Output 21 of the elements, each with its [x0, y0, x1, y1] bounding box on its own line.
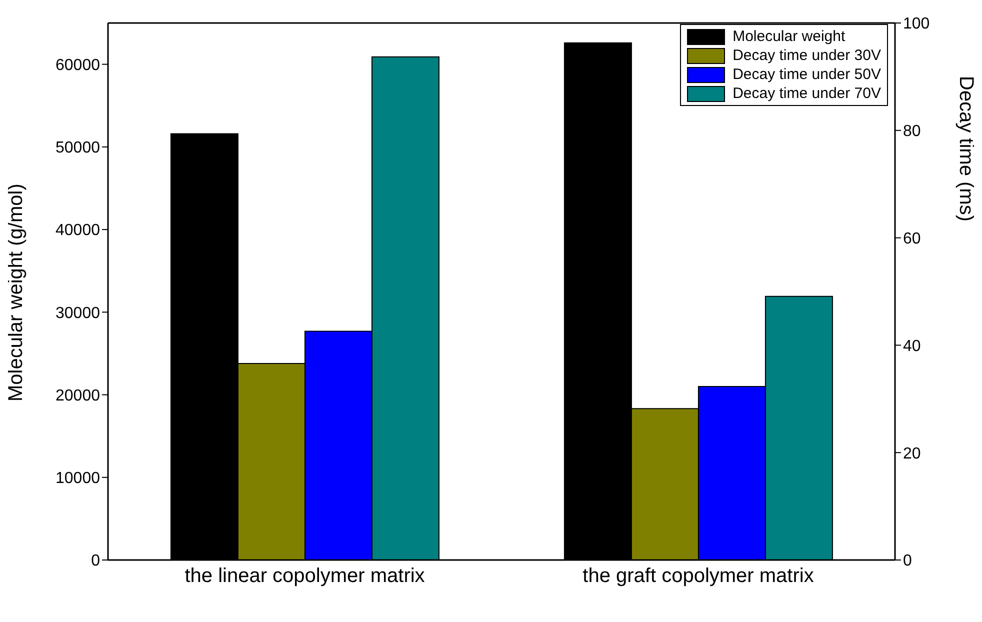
y-tick-label: 10000 [56, 470, 100, 488]
y2-tick-label: 20 [903, 445, 921, 462]
y-tick-label: 40000 [56, 222, 100, 240]
y2-tick-label: 40 [903, 338, 921, 355]
legend-label: Decay time under 50V [732, 65, 881, 84]
y2-tick-label: 60 [903, 230, 921, 248]
y-tick-label: 0 [91, 552, 100, 570]
y2-tick-label: 80 [903, 123, 921, 140]
y-tick-label: 20000 [56, 387, 100, 404]
legend-label: Decay time under 30V [732, 46, 881, 65]
legend-label: Decay time under 70V [732, 84, 881, 103]
legend-label: Molecular weight [732, 27, 846, 46]
y2-tick-label: 100 [903, 16, 930, 33]
x-tick-label: the linear copolymer matrix [184, 565, 425, 588]
y-tick-label: 30000 [56, 304, 100, 322]
y-axis-title: Molecular weight (g/mol) [5, 184, 28, 402]
y2-axis-title: Decay time (ms) [954, 76, 977, 222]
y-tick-label: 60000 [56, 56, 100, 74]
y2-tick-label: 0 [903, 552, 912, 570]
x-tick-label: the graft copolymer matrix [582, 565, 814, 588]
y-tick-label: 50000 [56, 140, 100, 157]
